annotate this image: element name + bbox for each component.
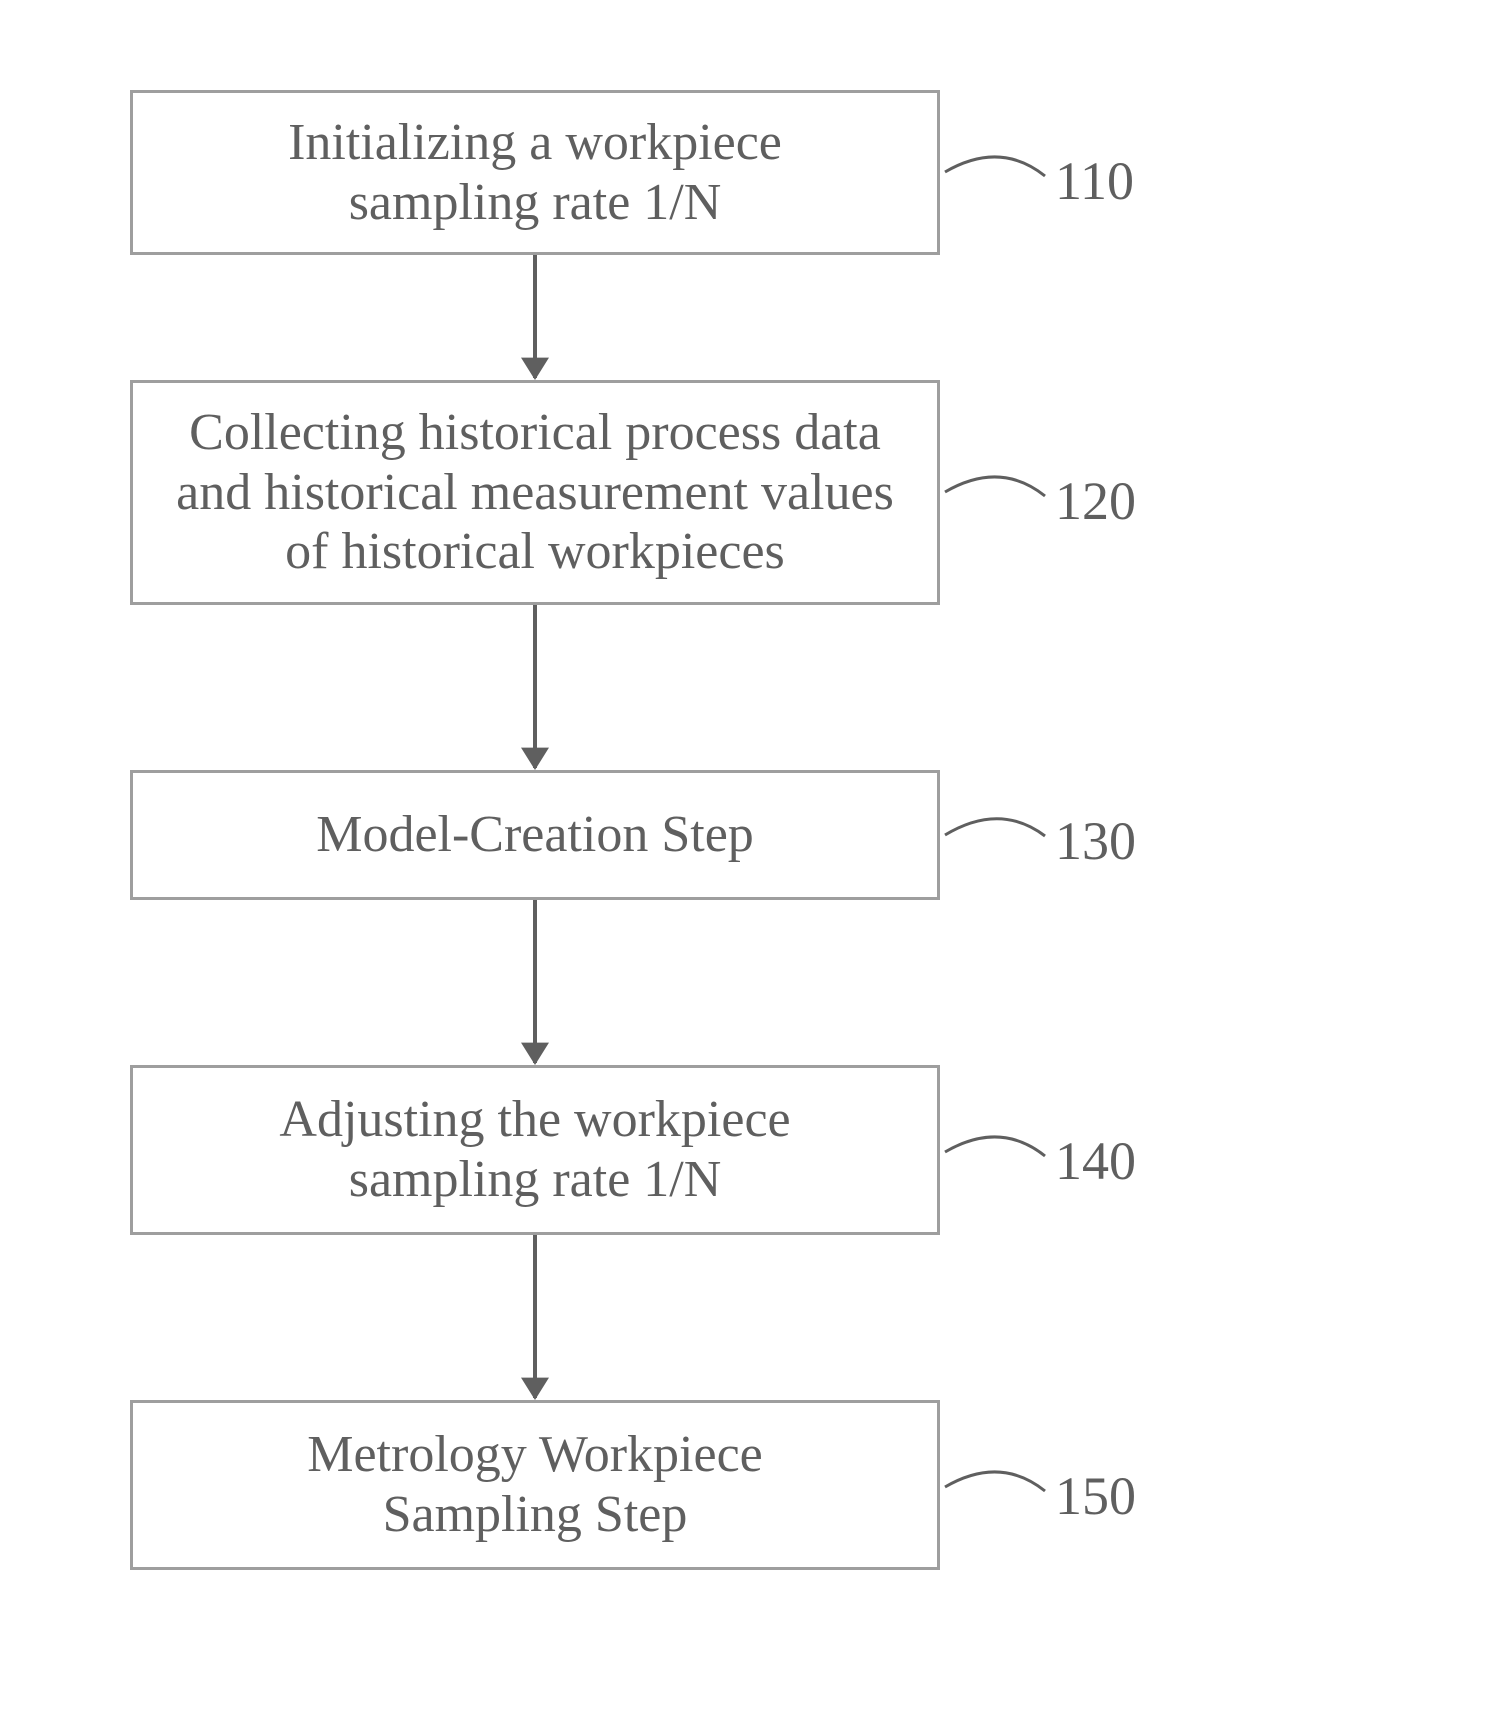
flowchart-node-text: Initializing a workpiecesampling rate 1/…: [288, 113, 782, 233]
flowchart-node-130: Model-Creation Step: [130, 770, 940, 900]
flowchart-ref-label-150: 150: [1055, 1465, 1136, 1527]
ref-label-text: 130: [1055, 810, 1136, 872]
flowchart-label-connector: [945, 1472, 1045, 1491]
flowchart-label-connector: [945, 477, 1045, 496]
flowchart-node-text: Collecting historical process dataand hi…: [176, 403, 894, 582]
flowchart-node-text: Metrology WorkpieceSampling Step: [307, 1425, 763, 1545]
flowchart-ref-label-140: 140: [1055, 1130, 1136, 1192]
flowchart-label-connector: [945, 819, 1045, 836]
flowchart-ref-label-110: 110: [1055, 150, 1134, 212]
flowchart-node-150: Metrology WorkpieceSampling Step: [130, 1400, 940, 1570]
ref-label-text: 150: [1055, 1465, 1136, 1527]
flowchart-ref-label-120: 120: [1055, 470, 1136, 532]
flowchart-node-text: Model-Creation Step: [316, 805, 754, 865]
flowchart-label-connector: [945, 1137, 1045, 1156]
ref-label-text: 140: [1055, 1130, 1136, 1192]
flowchart-node-110: Initializing a workpiecesampling rate 1/…: [130, 90, 940, 255]
flowchart-node-140: Adjusting the workpiecesampling rate 1/N: [130, 1065, 940, 1235]
flowchart-canvas: Initializing a workpiecesampling rate 1/…: [0, 0, 1511, 1709]
flowchart-ref-label-130: 130: [1055, 810, 1136, 872]
ref-label-text: 110: [1055, 150, 1134, 212]
ref-label-text: 120: [1055, 470, 1136, 532]
flowchart-node-text: Adjusting the workpiecesampling rate 1/N: [279, 1090, 790, 1210]
flowchart-label-connector: [945, 157, 1045, 176]
flowchart-node-120: Collecting historical process dataand hi…: [130, 380, 940, 605]
